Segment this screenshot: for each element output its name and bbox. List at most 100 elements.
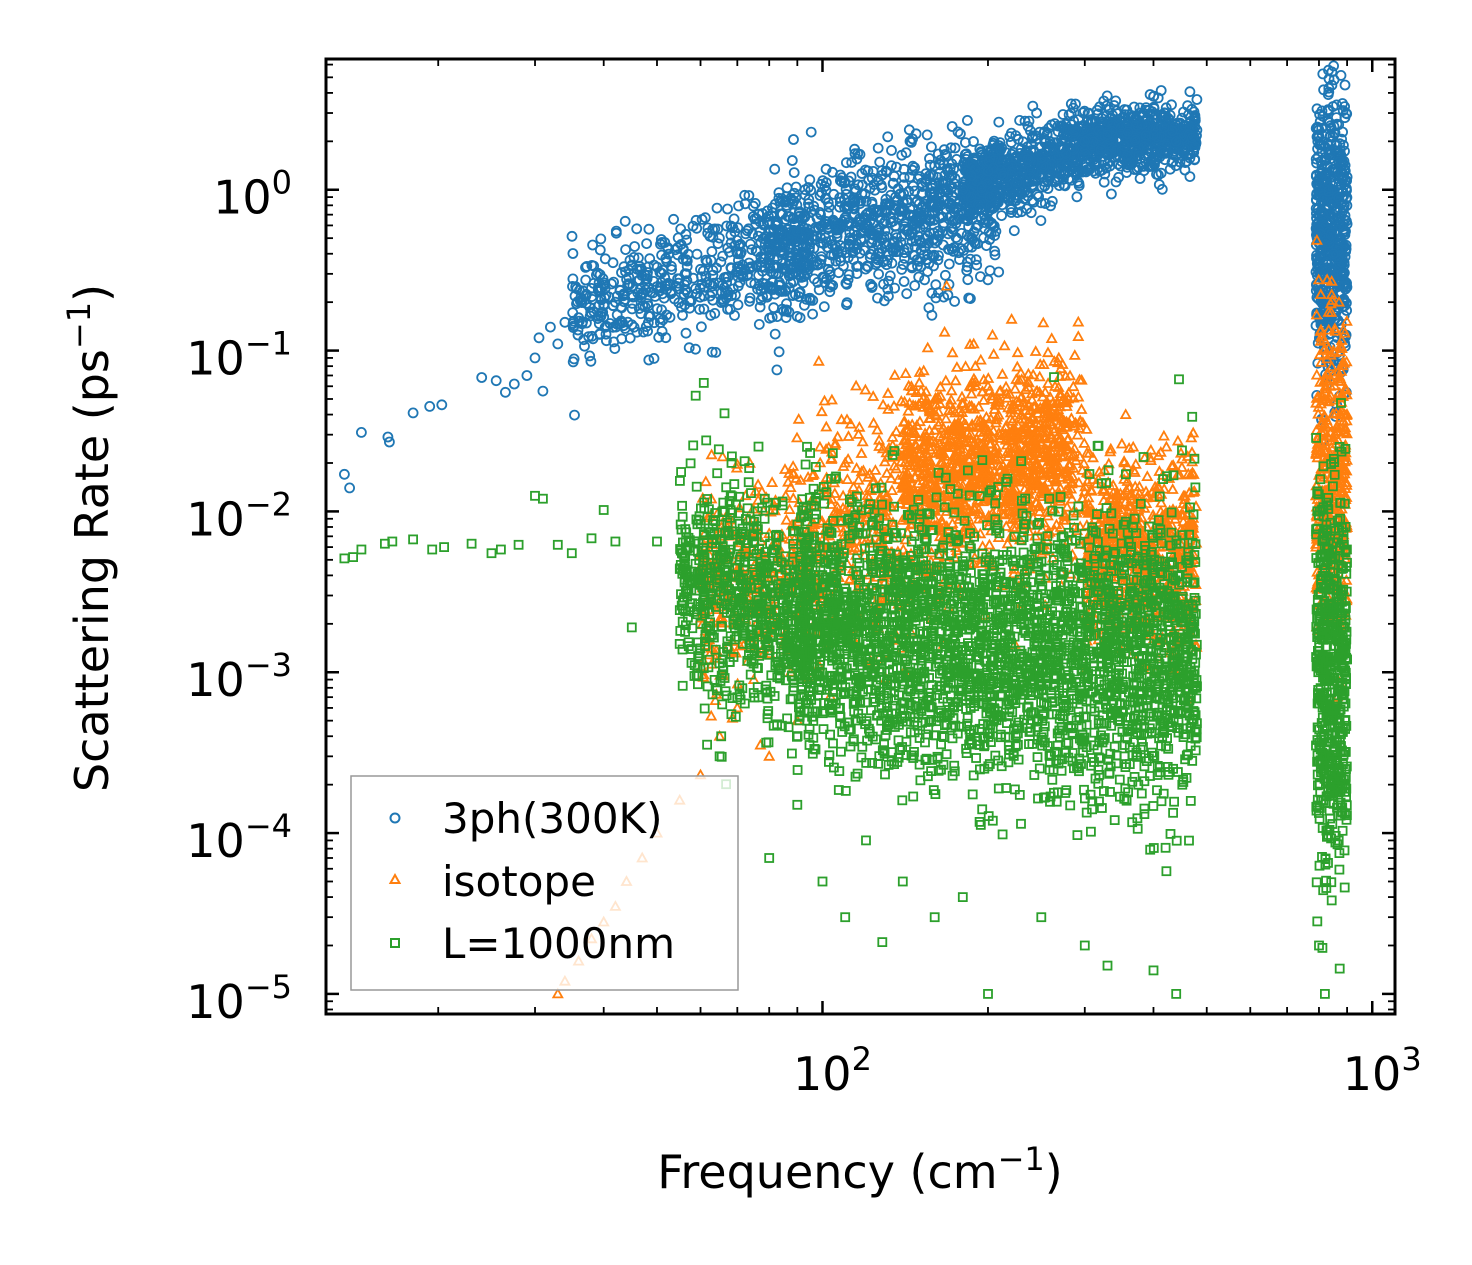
point-3ph300k (601, 335, 612, 347)
point-3ph300k (725, 237, 737, 249)
point-3ph300k (641, 238, 652, 250)
point-3ph300k (733, 200, 744, 212)
point-3ph300k (700, 270, 712, 282)
data-marks (338, 60, 1354, 999)
point-3ph300k (696, 321, 707, 333)
point-3ph300k (584, 350, 596, 362)
point-3ph300k (648, 352, 660, 364)
point-3ph300k (963, 292, 975, 304)
point-3ph300k (841, 157, 852, 169)
point-3ph300k (673, 277, 684, 289)
point-3ph300k (722, 303, 733, 315)
point-3ph300k (651, 303, 663, 315)
point-3ph300k (711, 262, 722, 274)
point-3ph300k (599, 253, 611, 265)
point-3ph300k (609, 343, 621, 355)
point-3ph300k (717, 295, 729, 307)
point-3ph300k (739, 189, 751, 201)
point-3ph300k (631, 223, 643, 235)
point-3ph300k (600, 328, 612, 340)
point-3ph300k (579, 340, 590, 352)
point-3ph300k (747, 228, 758, 240)
point-3ph300k (804, 174, 816, 186)
point-3ph300k (670, 244, 681, 256)
point-3ph300k (882, 131, 894, 143)
point-3ph300k (872, 292, 883, 304)
point-3ph300k (694, 303, 705, 315)
point-3ph300k (732, 299, 744, 311)
point-3ph300k (581, 298, 592, 309)
point-3ph300k (722, 271, 734, 283)
point-3ph300k (691, 222, 703, 234)
point-3ph300k (700, 254, 712, 266)
point-3ph300k (746, 244, 758, 256)
point-3ph300k (578, 334, 590, 346)
point-3ph300k (889, 282, 900, 294)
point-3ph300k (658, 292, 670, 304)
point-3ph300k (634, 260, 645, 272)
point-3ph300k (711, 202, 723, 214)
point-3ph300k (764, 312, 775, 324)
point-3ph300k (624, 254, 636, 266)
point-3ph300k (726, 290, 737, 302)
point-3ph300k (633, 303, 645, 314)
point-3ph300k (707, 294, 719, 306)
point-3ph300k (727, 222, 739, 234)
point-3ph300k (754, 301, 766, 313)
point-3ph300k (632, 287, 644, 299)
point-3ph300k (567, 273, 579, 285)
point-3ph300k (710, 346, 722, 358)
point-3ph300k (659, 272, 671, 284)
point-3ph300k (866, 280, 878, 292)
point-3ph300k (672, 232, 684, 244)
point-3ph300k (732, 261, 743, 273)
point-3ph300k (643, 354, 655, 366)
point-3ph300k (940, 269, 951, 281)
point-3ph300k (580, 274, 592, 286)
point-3ph300k (946, 121, 958, 132)
point-3ph300k (949, 142, 961, 154)
point-3ph300k (641, 269, 653, 281)
point-3ph300k (680, 285, 692, 296)
point-3ph300k (797, 277, 809, 289)
point-3ph300k (896, 263, 908, 275)
point-3ph300k (725, 220, 737, 232)
point-3ph300k (747, 200, 759, 212)
point-3ph300k (778, 230, 789, 242)
point-3ph300k (771, 311, 783, 323)
point-3ph300k (769, 163, 781, 175)
point-3ph300k (608, 276, 619, 288)
point-3ph300k (758, 219, 769, 231)
point-3ph300k (683, 342, 695, 354)
point-3ph300k (721, 276, 732, 288)
point-3ph300k (745, 238, 756, 250)
point-3ph300k (586, 259, 598, 271)
point-3ph300k (698, 290, 710, 302)
point-3ph300k (794, 286, 806, 298)
point-3ph300k (891, 232, 903, 244)
point-3ph300k (866, 196, 878, 208)
point-3ph300k (642, 317, 654, 329)
point-3ph300k (943, 258, 955, 270)
point-3ph300k (610, 225, 622, 237)
point-3ph300k (567, 248, 579, 259)
point-3ph300k (714, 232, 725, 244)
point-3ph300k (690, 214, 702, 226)
point-3ph300k (945, 142, 957, 154)
point-3ph300k (768, 302, 780, 314)
point-3ph300k (727, 283, 739, 295)
point-3ph300k (655, 234, 667, 245)
point-3ph300k (989, 249, 1001, 261)
point-3ph300k (731, 234, 743, 246)
point-3ph300k (567, 322, 579, 334)
point-3ph300k (645, 286, 656, 298)
point-3ph300k (743, 257, 755, 269)
point-3ph300k (585, 355, 597, 367)
point-3ph300k (690, 343, 701, 355)
point-3ph300k (902, 242, 914, 254)
point-3ph300k (734, 276, 746, 288)
point-3ph300k (898, 276, 910, 287)
point-3ph300k (729, 309, 740, 321)
point-3ph300k (901, 288, 913, 300)
point-3ph300k (569, 409, 580, 421)
